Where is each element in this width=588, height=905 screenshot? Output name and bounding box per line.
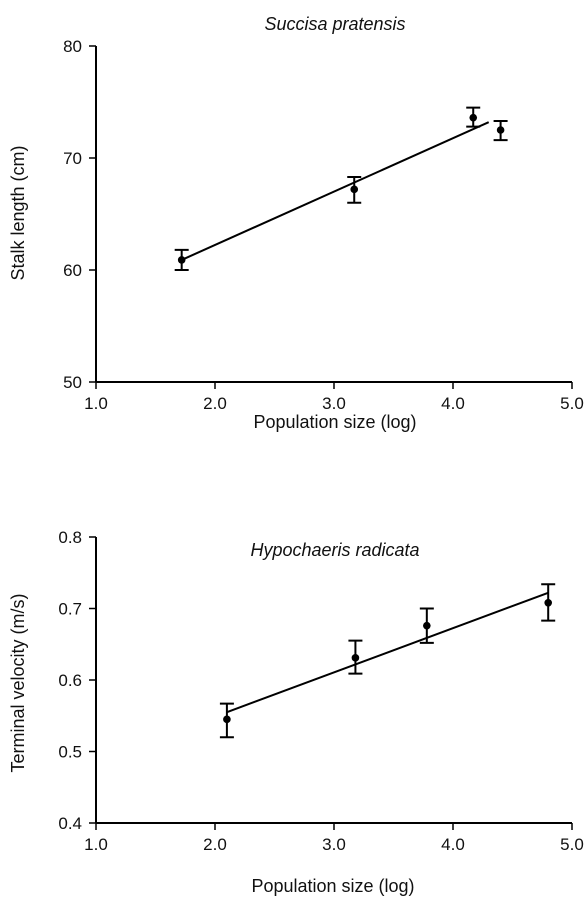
data-point (544, 598, 552, 607)
chart-succisa-pratensis: Succisa pratensis 1.0 2.0 3.0 4.0 5.0 50 60 70 8… (8, 14, 584, 432)
data-point (496, 126, 505, 134)
x-tick-label: 4.0 (441, 394, 465, 413)
y-tick-label: 0.7 (58, 600, 82, 619)
y-tick-label: 0.4 (58, 814, 82, 833)
data-point (177, 256, 186, 264)
tick-group: 1.0 2.0 3.0 4.0 5.0 50 60 70 80 (63, 37, 584, 413)
x-tick-label: 2.0 (203, 835, 227, 854)
y-axis-title: Stalk length (cm) (8, 145, 28, 280)
x-tick-label: 5.0 (560, 394, 584, 413)
y-tick-label: 70 (63, 149, 82, 168)
y-tick-label: 0.8 (58, 528, 82, 547)
data-point (223, 715, 231, 724)
data-point (350, 185, 359, 194)
regression-line (226, 591, 549, 714)
x-axis-title: Population size (log) (251, 876, 414, 896)
chart-title: Succisa pratensis (264, 14, 405, 34)
data-point-group (223, 598, 552, 724)
chart-title: Hypochaeris radicata (250, 540, 419, 560)
x-tick-label: 2.0 (203, 394, 227, 413)
x-tick-label: 5.0 (560, 835, 584, 854)
x-tick-label: 3.0 (322, 394, 346, 413)
x-axis-title: Population size (log) (253, 412, 416, 432)
y-axis-title: Terminal velocity (m/s) (8, 593, 28, 772)
chart-hypochaeris-radicata: Hypochaeris radicata 1.0 2.0 3.0 4.0 5.0 0.4 0… (8, 528, 584, 896)
tick-group: 1.0 2.0 3.0 4.0 5.0 0.4 0.5 0.6 0.7 0.8 (58, 528, 583, 854)
y-tick-label: 80 (63, 37, 82, 56)
y-tick-label: 60 (63, 261, 82, 280)
data-point (469, 113, 478, 122)
y-tick-label: 50 (63, 373, 82, 392)
y-tick-label: 0.5 (58, 743, 82, 762)
y-tick-label: 0.6 (58, 671, 82, 690)
x-tick-label: 1.0 (84, 835, 108, 854)
error-bar-group (219, 583, 556, 739)
data-point (423, 621, 431, 630)
data-point (351, 654, 360, 662)
regression-line (181, 121, 490, 261)
x-tick-label: 4.0 (441, 835, 465, 854)
x-tick-label: 1.0 (84, 394, 108, 413)
x-tick-label: 3.0 (322, 835, 346, 854)
